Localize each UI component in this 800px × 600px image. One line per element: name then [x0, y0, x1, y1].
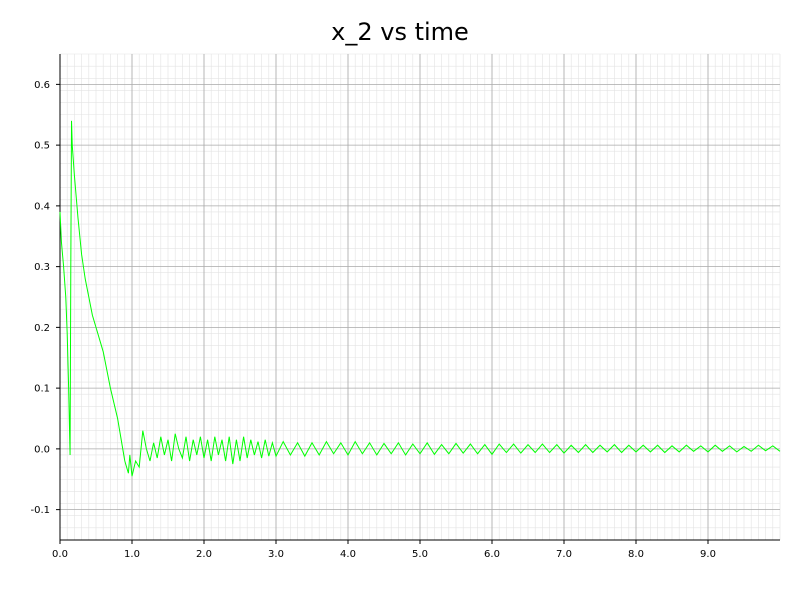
y-tick-label: 0.5: [34, 141, 50, 152]
x-tick-label: 4.0: [340, 549, 356, 560]
x-tick-label: 2.0: [196, 549, 212, 560]
x-tick-label: 3.0: [268, 549, 284, 560]
x-tick-label: 6.0: [484, 549, 500, 560]
y-tick-label: 0.0: [34, 444, 50, 455]
y-tick-label: -0.1: [30, 505, 50, 516]
y-tick-label: 0.6: [34, 80, 50, 91]
y-tick-label: 0.4: [34, 201, 50, 212]
major-grid: [59, 54, 780, 540]
series-line: [59, 120, 781, 477]
y-tick-label: 0.3: [34, 262, 50, 273]
y-axis-ticks: -0.1 0.0 0.1 0.2 0.3 0.4 0.5 0.6: [30, 80, 60, 516]
x-axis-ticks: 0.0 1.0 2.0 3.0 4.0 5.0 6.0 7.0 8.0 9.0: [52, 540, 716, 560]
x-tick-label: 1.0: [124, 549, 140, 560]
series-group: [59, 120, 781, 477]
x-tick-label: 0.0: [52, 549, 68, 560]
x-tick-label: 7.0: [556, 549, 572, 560]
y-tick-label: 0.1: [34, 384, 50, 395]
x-tick-label: 9.0: [700, 549, 716, 560]
x-tick-label: 5.0: [412, 549, 428, 560]
chart-title: x_2 vs time: [331, 18, 469, 46]
y-tick-label: 0.2: [34, 323, 50, 334]
x-tick-label: 8.0: [628, 549, 644, 560]
